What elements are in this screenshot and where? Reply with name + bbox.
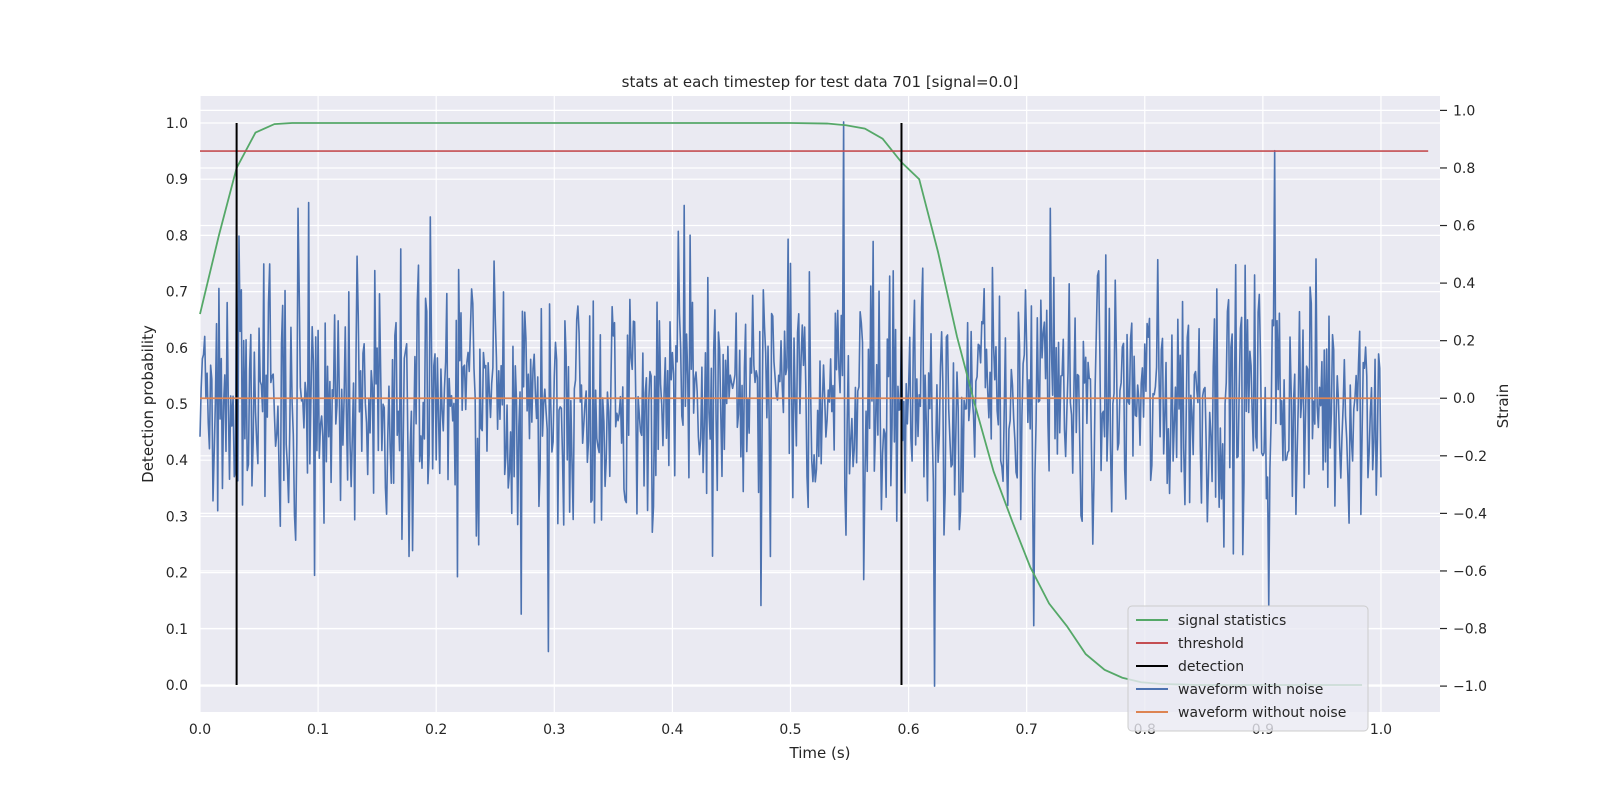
x-axis-label: Time (s) [789,744,851,762]
y-tick-label-right: −0.6 [1453,564,1487,580]
y-tick-label-left: 0.6 [166,341,188,357]
ticks-layer: 0.0 0.1 0.2 0.3 0.4 0.5 0.6 0.7 0.8 0.9 1.0 0.0 0.1 0… [166,103,1487,738]
y-tick-label-left: 0.8 [166,228,188,244]
legend-label: threshold [1178,636,1244,652]
x-tick-label: 1.0 [1370,722,1392,738]
legend-label: waveform with noise [1178,682,1323,698]
y-tick-label-left: 0.5 [166,397,188,413]
legend-label: waveform without noise [1178,705,1346,721]
y-tick-label-right: −0.2 [1453,449,1487,465]
legend: signal statistics threshold detection wavef… [1127,605,1369,732]
y-tick-label-left: 1.0 [166,116,188,132]
legend-label: detection [1178,659,1244,675]
y-tick-label-left: 0.0 [166,678,188,694]
x-tick-label: 0.4 [661,722,683,738]
y-tick-label-left: 0.1 [166,622,188,638]
y-tick-label-left: 0.3 [166,509,188,525]
x-tick-label: 0.5 [779,722,801,738]
y-tick-label-right: 0.8 [1453,161,1475,177]
x-tick-label: 0.6 [897,722,919,738]
x-tick-label: 0.3 [543,722,565,738]
legend-label: signal statistics [1178,613,1286,629]
y-tick-label-right: 0.2 [1453,334,1475,350]
y-tick-label-left: 0.2 [166,566,188,582]
y-tick-label-right: 0.4 [1453,276,1475,292]
x-tick-label: 0.7 [1016,722,1038,738]
y-tick-label-right: 0.6 [1453,219,1475,235]
y-axis-label-right: Strain [1494,384,1512,428]
y-tick-label-right: −0.8 [1453,622,1487,638]
x-tick-label: 0.1 [307,722,329,738]
chart-title: stats at each timestep for test data 701… [622,73,1019,91]
y-tick-label-right: 1.0 [1453,103,1475,119]
y-tick-label-left: 0.7 [166,285,188,301]
y-tick-label-left: 0.4 [166,453,188,469]
x-tick-label: 0.2 [425,722,447,738]
y-tick-label-right: −1.0 [1453,679,1487,695]
legend-box [1127,605,1369,732]
y-tick-label-right: 0.0 [1453,391,1475,407]
y-tick-label-right: −0.4 [1453,506,1487,522]
y-tick-label-left: 0.9 [166,172,188,188]
x-tick-label: 0.0 [189,722,211,738]
y-axis-label-left: Detection probability [139,325,157,483]
